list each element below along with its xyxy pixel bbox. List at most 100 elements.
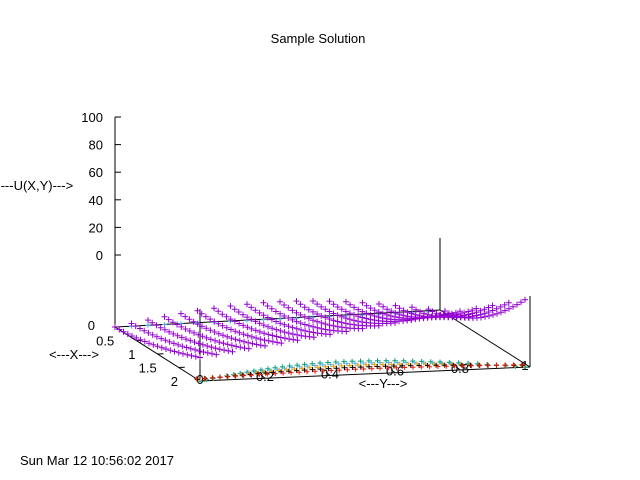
- surface-point: [334, 312, 341, 319]
- surface-point: [301, 313, 308, 320]
- surface-point: [294, 331, 301, 338]
- surface-point: [465, 308, 472, 315]
- contour-point: [264, 371, 270, 377]
- surface-point: [306, 322, 312, 329]
- timestamp: Sun Mar 12 10:56:02 2017: [20, 453, 174, 468]
- surface-point: [355, 306, 362, 313]
- surface-point: [262, 342, 268, 349]
- surface-point: [310, 323, 317, 330]
- surface-point: [310, 308, 316, 315]
- contour-point: [366, 358, 372, 364]
- surface-point: [278, 340, 285, 347]
- z-axis-tick-label: 40: [89, 193, 103, 208]
- surface-point: [215, 330, 222, 337]
- contour-point: [194, 376, 200, 382]
- contour-point: [372, 362, 377, 368]
- surface-point: [240, 311, 246, 318]
- surface-point: [285, 315, 292, 321]
- contour-point: [201, 375, 207, 381]
- surface-point: [253, 341, 260, 348]
- contour-point: [336, 367, 342, 373]
- contour-point: [350, 364, 356, 370]
- surface-point: [252, 318, 259, 325]
- surface-point: [305, 315, 312, 322]
- surface-point: [195, 340, 202, 347]
- surface-point: [265, 323, 271, 330]
- surface-point: [216, 346, 223, 353]
- contour-point: [494, 362, 500, 368]
- surface-point: [359, 325, 366, 332]
- surface-point: [432, 313, 439, 320]
- surface-point: [248, 316, 255, 323]
- contour-point: [460, 363, 466, 369]
- surface-point: [289, 324, 296, 331]
- surface-point: [265, 337, 272, 344]
- contour-point: [209, 375, 215, 381]
- surface-point: [297, 301, 304, 308]
- surface-point: [180, 350, 186, 357]
- surface-point: [326, 298, 333, 305]
- surface-point: [506, 305, 512, 312]
- surface-point: [145, 317, 151, 324]
- surface-point: [273, 326, 280, 333]
- surface-point: [269, 325, 276, 332]
- surface-point: [322, 321, 329, 327]
- surface-point: [161, 313, 168, 320]
- surface-point: [314, 311, 321, 317]
- contour-point: [315, 364, 321, 370]
- surface-series: [112, 296, 528, 361]
- surface-point: [216, 339, 223, 346]
- surface-point: [448, 310, 455, 317]
- surface-point: [298, 326, 304, 333]
- contour-point: [331, 363, 337, 369]
- surface-point: [301, 321, 308, 328]
- contour-point: [352, 360, 358, 366]
- surface-point: [124, 331, 131, 337]
- contour-point: [358, 358, 363, 364]
- surface-point: [261, 337, 268, 344]
- surface-point: [158, 335, 165, 342]
- surface-point: [249, 340, 256, 347]
- surface-point: [285, 304, 292, 311]
- contour-point: [385, 365, 391, 371]
- surface-point: [522, 296, 528, 303]
- surface-point: [215, 308, 222, 315]
- surface-point: [178, 323, 185, 330]
- contour-point: [233, 373, 239, 379]
- contour-point: [510, 362, 516, 368]
- surface-point: [235, 309, 242, 315]
- surface-point: [274, 339, 281, 346]
- surface-point: [175, 349, 182, 356]
- contour-point: [312, 368, 318, 374]
- surface-point: [211, 329, 218, 335]
- surface-point: [409, 304, 415, 311]
- contour-point: [452, 363, 458, 369]
- surface-point: [257, 336, 264, 343]
- surface-point: [149, 331, 156, 338]
- surface-point: [213, 351, 220, 358]
- surface-point: [240, 322, 247, 329]
- surface-point: [224, 341, 231, 348]
- surface-point: [293, 298, 300, 305]
- surface-point: [137, 325, 143, 332]
- surface-point: [129, 333, 135, 339]
- surface-point: [330, 317, 337, 324]
- surface-point: [191, 339, 198, 346]
- surface-point: [277, 310, 284, 317]
- surface-point: [112, 324, 118, 330]
- surface-point: [128, 320, 135, 327]
- surface-point: [363, 310, 370, 317]
- surface-point: [282, 335, 288, 342]
- surface-point: [212, 337, 219, 344]
- contour-point: [247, 371, 253, 377]
- contour-point: [336, 361, 342, 367]
- surface-point: [326, 308, 333, 315]
- surface-point: [141, 327, 148, 334]
- surface-point: [227, 316, 234, 323]
- surface-point: [161, 326, 168, 333]
- z-axis-tick-label: 20: [89, 220, 103, 235]
- surface-point: [269, 332, 276, 339]
- contour-point: [309, 361, 315, 367]
- contour-point: [435, 364, 441, 369]
